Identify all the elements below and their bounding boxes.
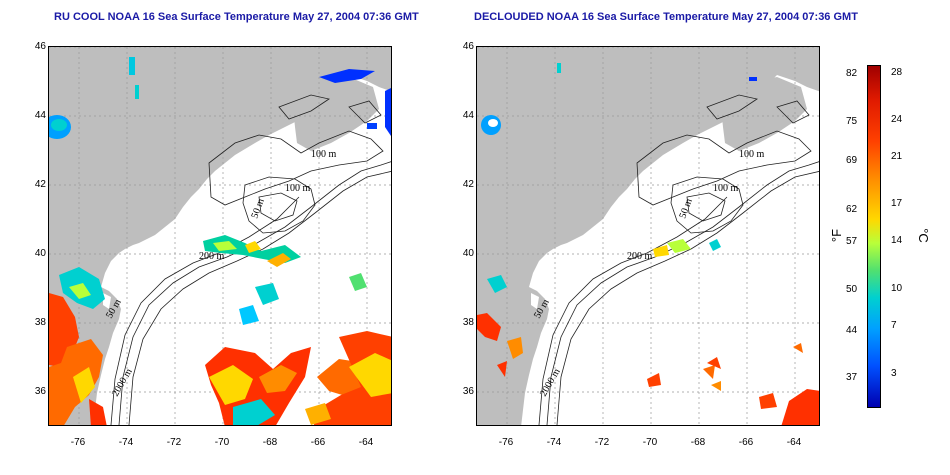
right-x-tick-76: -76 <box>498 437 514 448</box>
f-tick-62: 62 <box>846 204 858 215</box>
temperature-colorbar <box>867 65 881 408</box>
left-x-tick-74: -74 <box>118 437 134 448</box>
f-tick-57: 57 <box>846 236 858 247</box>
left-y-tick-42: 42 <box>34 179 46 190</box>
left-x-tick-76: -76 <box>70 437 86 448</box>
f-tick-82: 82 <box>846 68 858 79</box>
right-x-tick-70: -70 <box>642 437 658 448</box>
contour-label-200m: 200 m <box>199 251 225 262</box>
left-y-tick-44: 44 <box>34 110 46 121</box>
right-x-tick-64: -64 <box>786 437 802 448</box>
contour-label-100m-b: 100 m <box>713 183 739 194</box>
right-y-tick-36: 36 <box>462 386 474 397</box>
right-y-tick-38: 38 <box>462 317 474 328</box>
c-tick-24: 24 <box>891 114 903 125</box>
celsius-axis-label: °C <box>915 228 931 243</box>
left-x-tick-68: -68 <box>262 437 278 448</box>
c-tick-10: 10 <box>891 283 903 294</box>
f-tick-37: 37 <box>846 372 858 383</box>
f-tick-75: 75 <box>846 116 858 127</box>
contour-label-100m-b: 100 m <box>285 183 311 194</box>
contour-label-200m: 200 m <box>627 251 653 262</box>
left-y-tick-36: 36 <box>34 386 46 397</box>
right-x-tick-72: -72 <box>594 437 610 448</box>
left-y-tick-38: 38 <box>34 317 46 328</box>
bathymetry-contours <box>538 94 819 425</box>
left-x-tick-72: -72 <box>166 437 182 448</box>
left-y-tick-40: 40 <box>34 248 46 259</box>
delaware-bay <box>103 293 111 309</box>
right-y-tick-42: 42 <box>462 179 474 190</box>
sst-data-patches <box>49 57 391 425</box>
lat-lon-grid <box>477 47 819 425</box>
left-y-tick-46: 46 <box>34 41 46 52</box>
land-mass <box>49 47 391 425</box>
contour-label-100m-a: 100 m <box>311 149 337 160</box>
left-sst-map: 100 m 100 m 50 m 200 m 50 m 2000 m <box>48 46 392 426</box>
c-tick-28: 28 <box>891 67 903 78</box>
f-tick-50: 50 <box>846 284 858 295</box>
right-x-tick-66: -66 <box>738 437 754 448</box>
left-x-tick-66: -66 <box>310 437 326 448</box>
right-x-tick-74: -74 <box>546 437 562 448</box>
c-tick-7: 7 <box>891 320 897 331</box>
c-tick-17: 17 <box>891 198 903 209</box>
right-y-tick-40: 40 <box>462 248 474 259</box>
f-tick-44: 44 <box>846 325 858 336</box>
c-tick-21: 21 <box>891 151 903 162</box>
contour-label-100m-a: 100 m <box>739 149 765 160</box>
right-map-title: DECLOUDED NOAA 16 Sea Surface Temperatur… <box>474 11 858 23</box>
delaware-bay <box>531 293 539 309</box>
left-x-tick-70: -70 <box>214 437 230 448</box>
right-x-tick-68: -68 <box>690 437 706 448</box>
right-y-tick-46: 46 <box>462 41 474 52</box>
right-sst-map: 100 m 100 m 50 m 200 m 50 m 2000 m <box>476 46 820 426</box>
c-tick-3: 3 <box>891 368 897 379</box>
left-map-title: RU COOL NOAA 16 Sea Surface Temperature … <box>54 11 419 23</box>
left-x-tick-64: -64 <box>358 437 374 448</box>
f-tick-69: 69 <box>846 155 858 166</box>
sst-data-patches <box>477 63 819 425</box>
land-mass <box>477 47 819 425</box>
fahrenheit-axis-label: °F <box>829 228 845 243</box>
c-tick-14: 14 <box>891 235 903 246</box>
right-y-tick-44: 44 <box>462 110 474 121</box>
